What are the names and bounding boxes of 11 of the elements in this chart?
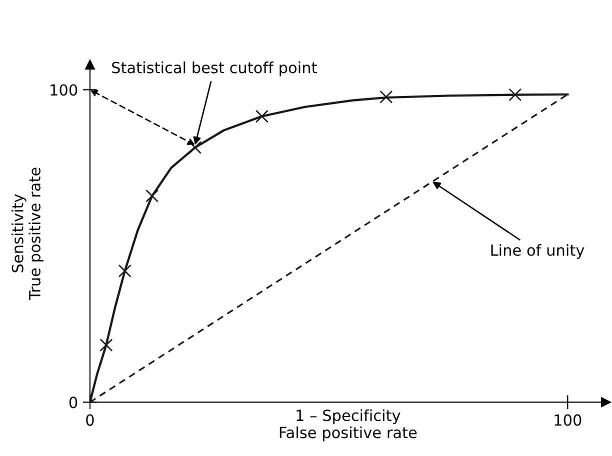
y-axis-title: Sensitivity True positive rate (12, 168, 44, 300)
point (146, 189, 159, 202)
x-axis-title: 1 – Specificity False positive rate (280, 409, 417, 442)
point (255, 110, 268, 123)
point (508, 88, 522, 102)
point (380, 90, 393, 104)
point (118, 264, 132, 278)
point (100, 338, 113, 352)
point (188, 141, 202, 154)
annotation: Line of unity (491, 244, 584, 259)
annotation: Statistical best cutoff point (112, 62, 317, 76)
